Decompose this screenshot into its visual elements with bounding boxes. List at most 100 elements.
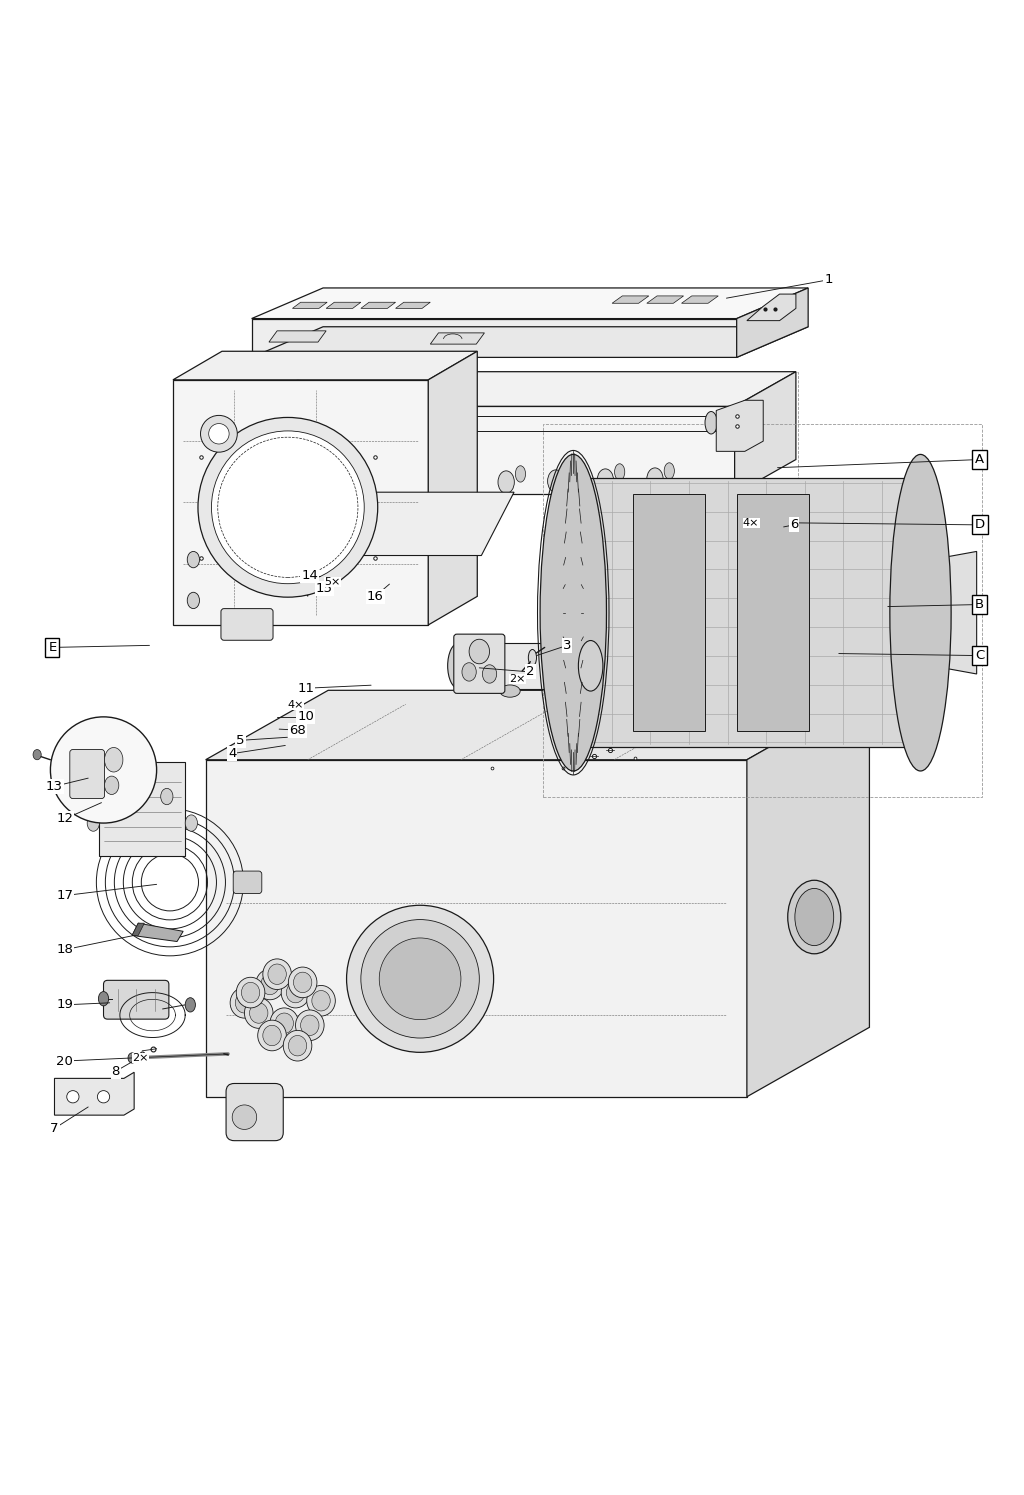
Ellipse shape <box>185 815 198 831</box>
Polygon shape <box>737 493 809 731</box>
Circle shape <box>379 937 461 1020</box>
Ellipse shape <box>250 1003 268 1023</box>
Ellipse shape <box>296 1011 324 1041</box>
Ellipse shape <box>263 1026 282 1045</box>
Text: 11: 11 <box>297 682 314 695</box>
FancyBboxPatch shape <box>221 608 273 640</box>
Ellipse shape <box>289 967 317 997</box>
Ellipse shape <box>787 881 841 954</box>
Ellipse shape <box>498 471 514 493</box>
Polygon shape <box>647 296 684 303</box>
Polygon shape <box>173 380 428 625</box>
Polygon shape <box>428 351 477 625</box>
Text: A: A <box>975 453 984 466</box>
Ellipse shape <box>795 888 834 946</box>
Circle shape <box>50 718 157 824</box>
FancyBboxPatch shape <box>103 981 169 1020</box>
Ellipse shape <box>500 685 520 697</box>
Text: 16: 16 <box>367 591 384 602</box>
Ellipse shape <box>104 748 123 771</box>
Text: 5×: 5× <box>324 577 340 588</box>
Ellipse shape <box>261 975 280 994</box>
Text: 68: 68 <box>289 724 306 737</box>
Ellipse shape <box>416 468 426 484</box>
Polygon shape <box>459 643 587 689</box>
Ellipse shape <box>128 1052 136 1063</box>
Polygon shape <box>293 302 327 308</box>
Ellipse shape <box>705 411 717 434</box>
Polygon shape <box>746 691 869 1097</box>
Ellipse shape <box>317 469 327 486</box>
Ellipse shape <box>300 475 316 498</box>
Polygon shape <box>716 401 763 451</box>
Ellipse shape <box>349 474 366 496</box>
Polygon shape <box>395 302 430 308</box>
Polygon shape <box>251 407 734 495</box>
Text: 2×: 2× <box>509 674 525 685</box>
Polygon shape <box>633 493 705 731</box>
Circle shape <box>97 1091 110 1103</box>
FancyBboxPatch shape <box>233 872 262 894</box>
Ellipse shape <box>665 463 675 478</box>
Ellipse shape <box>551 685 571 697</box>
Ellipse shape <box>482 665 497 683</box>
Circle shape <box>67 1091 79 1103</box>
Ellipse shape <box>447 643 470 689</box>
Polygon shape <box>269 330 326 342</box>
Polygon shape <box>612 296 649 303</box>
Text: B: B <box>975 598 984 611</box>
Ellipse shape <box>270 1008 299 1039</box>
Ellipse shape <box>289 1036 307 1055</box>
Text: 14: 14 <box>301 570 318 583</box>
Polygon shape <box>740 523 783 531</box>
Polygon shape <box>736 289 808 357</box>
Ellipse shape <box>466 466 476 483</box>
FancyBboxPatch shape <box>454 634 505 694</box>
FancyBboxPatch shape <box>70 749 104 798</box>
Ellipse shape <box>449 472 465 495</box>
Text: 20: 20 <box>56 1054 73 1067</box>
Polygon shape <box>682 296 718 303</box>
Text: C: C <box>975 649 984 662</box>
Ellipse shape <box>185 997 196 1012</box>
Ellipse shape <box>187 552 200 568</box>
Polygon shape <box>573 478 921 748</box>
Circle shape <box>201 416 238 451</box>
Ellipse shape <box>275 1014 294 1033</box>
Ellipse shape <box>258 1020 287 1051</box>
Ellipse shape <box>548 469 564 492</box>
Text: 17: 17 <box>56 890 73 901</box>
Ellipse shape <box>515 466 525 481</box>
FancyBboxPatch shape <box>226 1084 284 1141</box>
Ellipse shape <box>287 982 305 1003</box>
Text: 8: 8 <box>112 1064 120 1078</box>
Ellipse shape <box>33 749 41 759</box>
Text: 2×: 2× <box>132 1052 148 1063</box>
Ellipse shape <box>98 991 109 1006</box>
Circle shape <box>232 1105 257 1129</box>
Text: 4×: 4× <box>742 517 760 528</box>
Ellipse shape <box>462 662 476 682</box>
Polygon shape <box>252 327 808 357</box>
Ellipse shape <box>236 993 254 1014</box>
Ellipse shape <box>890 454 951 771</box>
Text: 6: 6 <box>790 519 798 531</box>
Ellipse shape <box>256 969 285 1000</box>
Ellipse shape <box>528 649 537 665</box>
Ellipse shape <box>282 978 310 1008</box>
Polygon shape <box>921 552 977 674</box>
Polygon shape <box>99 762 185 855</box>
Text: D: D <box>975 519 985 531</box>
Circle shape <box>346 906 494 1052</box>
Polygon shape <box>206 691 869 759</box>
Ellipse shape <box>540 454 606 771</box>
Text: 3: 3 <box>563 638 571 652</box>
Polygon shape <box>251 372 796 407</box>
Ellipse shape <box>268 964 287 984</box>
Polygon shape <box>734 372 796 495</box>
Ellipse shape <box>647 468 664 490</box>
Polygon shape <box>746 295 796 320</box>
Text: 19: 19 <box>56 999 73 1011</box>
Ellipse shape <box>307 985 335 1017</box>
Text: 4×: 4× <box>288 700 304 710</box>
